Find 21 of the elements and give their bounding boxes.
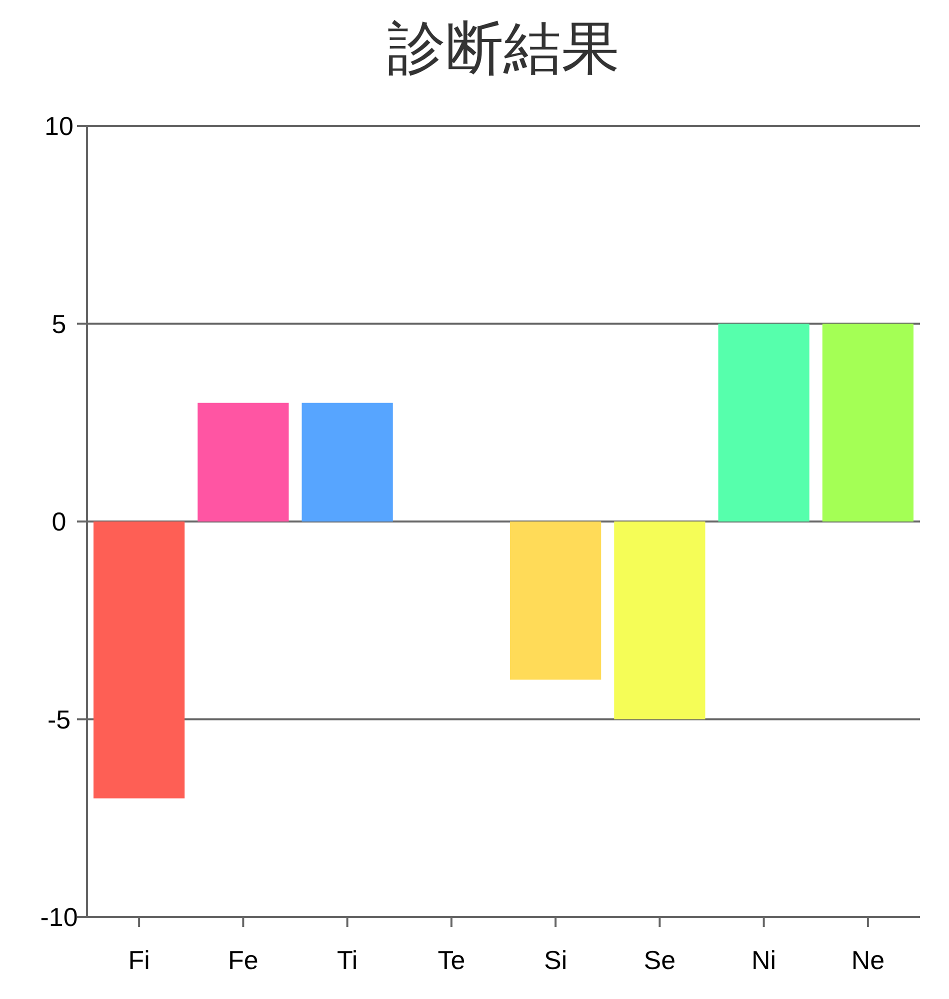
chart-title: 診断結果	[388, 16, 620, 81]
x-tick-label: Ni	[752, 945, 776, 975]
x-tick-label: Si	[544, 945, 568, 975]
bar	[94, 522, 185, 798]
y-tick-label: 0	[52, 506, 66, 536]
bar	[718, 324, 810, 522]
bar	[822, 324, 914, 522]
bar	[614, 522, 706, 720]
bar	[198, 402, 289, 522]
x-tick-label: Fi	[128, 945, 150, 975]
y-tick-label: 5	[52, 308, 66, 339]
x-tick-label: Fe	[228, 945, 258, 975]
bar	[510, 522, 602, 680]
x-tick-label: Ti	[336, 945, 358, 975]
y-tick-label: -10	[40, 902, 78, 932]
x-tick-label: Ne	[851, 945, 885, 975]
y-tick-label: 10	[44, 111, 74, 141]
y-tick-label: -5	[47, 704, 71, 734]
bar	[302, 402, 393, 522]
x-tick-label: Se	[644, 945, 676, 975]
x-tick-label: Te	[438, 945, 466, 975]
